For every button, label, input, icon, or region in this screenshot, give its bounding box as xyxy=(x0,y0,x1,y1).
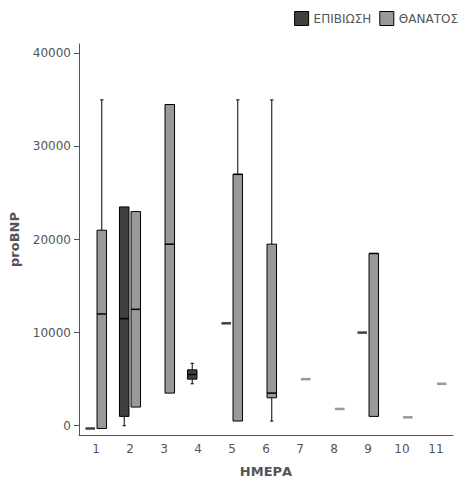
svg-text:40000: 40000 xyxy=(33,46,71,60)
svg-text:ΗΜΕΡΑ: ΗΜΕΡΑ xyxy=(240,464,292,479)
svg-text:ΕΠΙΒΙΩΣΗ: ΕΠΙΒΙΩΣΗ xyxy=(314,12,372,26)
svg-text:proBNP: proBNP xyxy=(7,212,22,267)
svg-text:4: 4 xyxy=(194,442,202,456)
svg-text:10: 10 xyxy=(394,442,409,456)
svg-text:6: 6 xyxy=(262,442,270,456)
svg-text:30000: 30000 xyxy=(33,139,71,153)
svg-text:5: 5 xyxy=(228,442,236,456)
svg-text:7: 7 xyxy=(296,442,304,456)
svg-text:2: 2 xyxy=(126,442,134,456)
svg-text:20000: 20000 xyxy=(33,233,71,247)
svg-text:9: 9 xyxy=(364,442,372,456)
svg-text:1: 1 xyxy=(92,442,100,456)
svg-text:0: 0 xyxy=(63,419,71,433)
svg-text:11: 11 xyxy=(428,442,443,456)
svg-text:10000: 10000 xyxy=(33,326,71,340)
svg-text:3: 3 xyxy=(160,442,168,456)
svg-text:ΘΑΝΑΤΟΣ: ΘΑΝΑΤΟΣ xyxy=(399,12,458,26)
svg-text:8: 8 xyxy=(330,442,338,456)
